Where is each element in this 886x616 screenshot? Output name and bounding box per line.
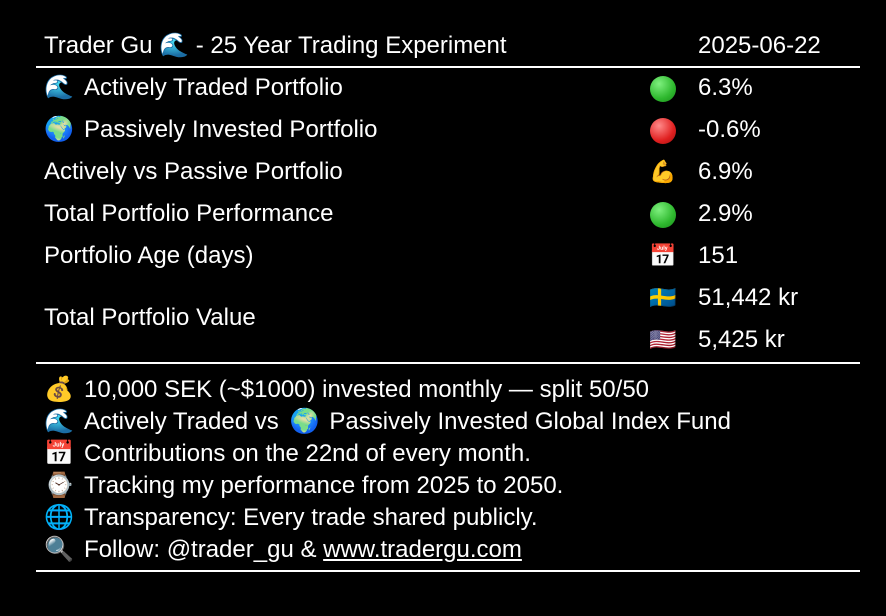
total-value-sek-row: 🇸🇪 51,442 kr — [36, 278, 860, 320]
note-investment: 💰 10,000 SEK (~$1000) invested monthly — … — [36, 374, 860, 406]
note-tracking: ⌚ Tracking my performance from 2025 to 20… — [36, 470, 860, 502]
title-name: Trader Gu — [44, 32, 153, 59]
note-text: Transparency: Every trade shared publicl… — [84, 504, 538, 531]
stat-label: Actively vs Passive Portfolio — [44, 158, 343, 185]
header-row: Trader Gu 🌊 - 25 Year Trading Experiment… — [36, 28, 860, 66]
stat-row-passive: 🌍 Passively Invested Portfolio -0.6% — [36, 110, 860, 152]
page-title: Trader Gu 🌊 - 25 Year Trading Experiment — [44, 30, 507, 62]
calendar-icon: 📅 — [649, 243, 677, 268]
magnifier-icon: 🔍 — [44, 536, 74, 563]
stat-row-total-performance: Total Portfolio Performance 2.9% — [36, 194, 860, 236]
stat-label: Passively Invested Portfolio — [84, 116, 378, 143]
divider-bottom — [36, 570, 860, 572]
stat-label: Total Portfolio Performance — [44, 200, 334, 227]
note-text-2: Passively Invested Global Index Fund — [329, 408, 731, 435]
note-text: Actively Traded vs — [84, 408, 286, 435]
stat-value: -0.6% — [698, 116, 761, 143]
note-text: 10,000 SEK (~$1000) invested monthly — s… — [84, 376, 650, 403]
usa-flag-icon: 🇺🇸 — [649, 327, 677, 352]
notes-list: 💰 10,000 SEK (~$1000) invested monthly — … — [36, 364, 860, 570]
sweden-flag-icon: 🇸🇪 — [649, 285, 677, 310]
wave-icon: 🌊 — [44, 408, 74, 435]
total-value-sek: 51,442 kr — [698, 284, 799, 311]
stat-value: 2.9% — [698, 200, 753, 227]
note-text: Tracking my performance from 2025 to 205… — [84, 472, 564, 499]
stat-label: Actively Traded Portfolio — [84, 74, 343, 101]
globe-icon: 🌍 — [289, 408, 320, 435]
globe-icon: 🌍 — [44, 116, 74, 143]
divider-top — [36, 66, 860, 68]
stat-value: 6.9% — [698, 158, 753, 185]
note-contributions: 📅 Contributions on the 22nd of every mont… — [36, 438, 860, 470]
note-transparency: 🌐 Transparency: Every trade shared public… — [36, 502, 860, 534]
watch-icon: ⌚ — [44, 472, 74, 499]
green-circle-icon — [646, 72, 680, 104]
note-text: Follow: @trader_gu & — [84, 536, 324, 563]
calendar-icon: 📅 — [44, 440, 74, 467]
total-value-block: Total Portfolio Value 🇸🇪 51,442 kr 🇺🇸 5,… — [36, 278, 860, 362]
total-value-usd-row: 🇺🇸 5,425 kr — [36, 320, 860, 362]
globe-meridians-icon: 🌐 — [44, 504, 74, 531]
flexed-biceps-icon: 💪 — [649, 159, 677, 184]
stat-row-active: 🌊 Actively Traded Portfolio 6.3% — [36, 68, 860, 110]
note-text: Contributions on the 22nd of every month… — [84, 440, 531, 467]
money-bag-icon: 💰 — [44, 376, 74, 403]
red-circle-icon — [646, 114, 680, 146]
wave-icon: 🌊 — [159, 32, 190, 59]
portfolio-card: Trader Gu 🌊 - 25 Year Trading Experiment… — [36, 28, 860, 572]
wave-icon: 🌊 — [44, 74, 74, 101]
total-value-label: Total Portfolio Value — [44, 304, 256, 331]
green-circle-icon — [646, 198, 680, 230]
stat-label: Portfolio Age (days) — [44, 242, 254, 269]
website-link[interactable]: www.tradergu.com — [323, 536, 522, 563]
stat-row-active-vs-passive: Actively vs Passive Portfolio 💪 6.9% — [36, 152, 860, 194]
stat-value: 151 — [698, 242, 739, 269]
note-follow: 🔍 Follow: @trader_gu & www.tradergu.com — [36, 534, 860, 566]
title-suffix: - 25 Year Trading Experiment — [195, 32, 507, 59]
total-value-usd: 5,425 kr — [698, 326, 785, 353]
stat-value: 6.3% — [698, 74, 753, 101]
divider-middle — [36, 362, 860, 364]
stat-row-age: Portfolio Age (days) 📅 151 — [36, 236, 860, 278]
report-date: 2025-06-22 — [698, 32, 821, 59]
note-comparison: 🌊 Actively Traded vs 🌍 Passively Invested … — [36, 406, 860, 438]
